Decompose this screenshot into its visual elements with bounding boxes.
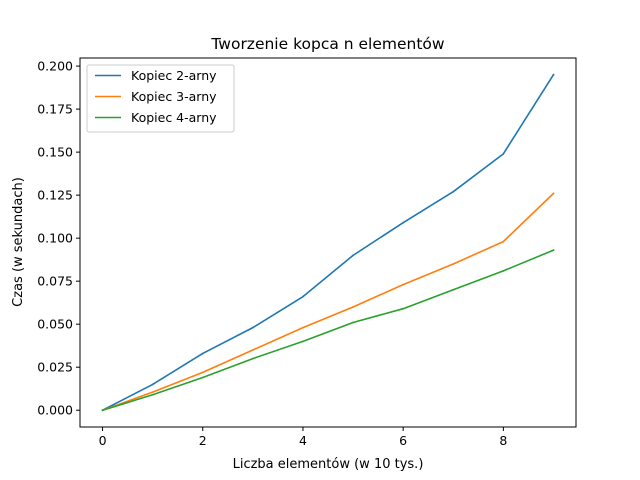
y-tick-label: 0.100 — [37, 231, 73, 246]
data-point — [251, 357, 254, 360]
data-point — [201, 352, 204, 355]
legend-label: Kopiec 3-arny — [131, 89, 217, 104]
series-lines — [101, 73, 555, 412]
data-point — [352, 321, 354, 324]
data-point — [502, 269, 505, 272]
data-point — [452, 288, 455, 291]
legend-label: Kopiec 2-arny — [131, 68, 217, 83]
data-point — [552, 249, 555, 252]
data-point — [201, 371, 204, 374]
data-point — [402, 283, 405, 286]
y-tick-label: 0.125 — [37, 188, 73, 203]
data-point — [452, 263, 455, 265]
y-axis-ticks: 0.000 0.025 0.050 0.075 0.100 0.125 0.150 0.175… — [37, 59, 80, 418]
y-tick-label: 0.200 — [37, 59, 73, 74]
series-line-1 — [101, 73, 555, 412]
x-tick-label: 2 — [199, 433, 207, 448]
data-point — [402, 221, 405, 224]
y-tick-label: 0.075 — [37, 274, 73, 289]
data-point — [452, 190, 455, 193]
legend-label: Kopiec 4-arny — [131, 110, 217, 125]
legend: Kopiec 2-arny Kopiec 3-arny Kopiec 4-arny — [86, 64, 235, 133]
x-axis-label: Liczba elementów (w 10 tys.) — [233, 457, 424, 472]
plot-frame — [79, 57, 577, 428]
x-tick-label: 4 — [299, 433, 307, 448]
data-point — [302, 340, 304, 343]
y-tick-label: 0.000 — [37, 403, 73, 418]
data-point — [402, 307, 405, 310]
data-point — [101, 409, 104, 412]
series-line-2 — [101, 192, 555, 412]
data-point — [201, 376, 204, 379]
y-axis-label: Czas (w sekundach) — [11, 177, 26, 307]
y-tick-label: 0.025 — [37, 360, 73, 375]
y-tick-label: 0.175 — [37, 102, 73, 117]
data-point — [151, 391, 154, 394]
data-point — [352, 254, 354, 257]
data-point — [352, 306, 354, 308]
x-tick-label: 0 — [99, 433, 107, 448]
data-point — [302, 326, 304, 329]
y-tick-label: 0.150 — [37, 145, 73, 160]
data-point — [552, 192, 555, 195]
x-tick-label: 8 — [499, 433, 507, 448]
data-point — [502, 240, 505, 243]
data-point — [502, 152, 505, 155]
series-line-3 — [101, 249, 555, 412]
data-point — [302, 295, 304, 298]
data-point — [151, 383, 154, 386]
chart-title: Tworzenie kopca n elementów — [210, 35, 445, 53]
x-tick-label: 6 — [399, 433, 407, 448]
data-point — [251, 326, 254, 329]
x-axis-ticks: 0 2 4 6 8 — [99, 427, 507, 448]
data-point — [552, 73, 555, 76]
y-tick-label: 0.050 — [37, 317, 73, 332]
legend-box — [86, 64, 235, 133]
data-point — [251, 349, 254, 351]
data-point — [151, 393, 154, 396]
